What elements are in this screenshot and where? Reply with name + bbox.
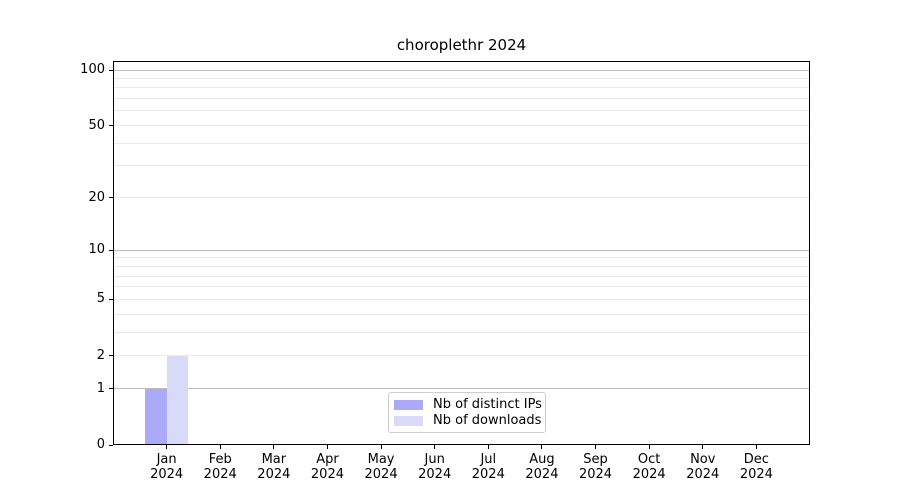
x-tick-mark [219,445,221,449]
legend-swatch-downloads [394,415,423,426]
x-tick-label: Dec 2024 [724,452,788,482]
x-tick-year: 2024 [525,467,559,482]
x-tick-label: Jan 2024 [135,452,199,482]
y-gridline-major [114,388,809,390]
x-tick-year: 2024 [257,467,291,482]
x-tick-month: Dec [743,452,769,467]
x-tick-month: May [367,452,395,467]
x-tick-label: Feb 2024 [188,452,252,482]
x-tick-mark [380,445,382,449]
y-tick-label: 1 [96,380,105,396]
x-tick-mark [541,445,543,449]
y-gridline-minor [114,298,809,300]
bar-distinct-ips [145,388,167,444]
y-tick-label: 2 [96,347,105,363]
y-gridline-minor [114,125,809,127]
y-tick-label: 50 [88,117,105,133]
y-gridline-major [114,249,809,251]
x-tick-month: Oct [637,452,661,467]
y-tick-mark [109,388,113,390]
x-tick-mark [702,445,704,449]
x-tick-month: Feb [208,452,232,467]
x-tick-year: 2024 [739,467,773,482]
x-tick-year: 2024 [418,467,452,482]
plot-area [113,61,810,445]
x-tick-year: 2024 [150,467,184,482]
x-tick-year: 2024 [686,467,720,482]
y-gridline-minor [114,110,809,112]
x-tick-year: 2024 [310,467,344,482]
x-tick-label: Oct 2024 [617,452,681,482]
x-tick-month: Apr [316,452,339,467]
x-tick-mark [326,445,328,449]
legend-label-downloads: Nb of downloads [433,413,542,428]
bar-downloads [166,355,189,444]
x-tick-month: Mar [261,452,287,467]
y-gridline-minor [114,98,809,100]
y-gridline-minor [114,197,809,199]
x-tick-label: May 2024 [349,452,413,482]
y-tick-mark [109,444,113,446]
x-tick-mark [273,445,275,449]
y-gridline-minor [114,257,809,259]
y-gridline-minor [114,286,809,288]
y-tick-label: 5 [96,291,105,307]
x-tick-mark [166,445,168,449]
y-tick-label: 10 [88,242,105,258]
x-tick-label: Apr 2024 [295,452,359,482]
y-tick-label: 20 [88,189,105,205]
y-tick-mark [109,125,113,127]
x-tick-year: 2024 [364,467,398,482]
y-gridline-minor [114,355,809,357]
legend-label-distinct-ips: Nb of distinct IPs [433,397,542,412]
x-tick-label: Aug 2024 [510,452,574,482]
y-gridline-major [114,69,809,71]
x-tick-year: 2024 [471,467,505,482]
x-tick-month: Jan [156,452,177,467]
y-tick-label: 100 [80,62,105,77]
x-tick-month: Aug [529,452,555,467]
y-gridline-minor [114,265,809,267]
y-tick-mark [109,249,113,251]
x-tick-year: 2024 [578,467,613,482]
legend-item-distinct-ips: Nb of distinct IPs [394,398,545,411]
x-tick-year: 2024 [632,467,666,482]
y-tick-mark [109,355,113,357]
x-tick-month: Jul [480,452,497,467]
y-gridline-minor [114,77,809,79]
y-gridline-minor [114,165,809,167]
x-tick-mark [755,445,757,449]
x-tick-mark [434,445,436,449]
x-tick-label: Mar 2024 [242,452,306,482]
x-tick-month: Nov [690,452,716,467]
x-tick-label: Jul 2024 [456,452,520,482]
x-tick-label: Nov 2024 [671,452,735,482]
y-gridline-minor [114,87,809,89]
x-tick-mark [595,445,597,449]
y-tick-mark [109,69,113,71]
x-tick-label: Sep 2024 [564,452,628,482]
y-tick-label: 0 [96,437,105,452]
x-tick-mark [487,445,489,449]
y-tick-mark [109,197,113,199]
x-tick-mark [648,445,650,449]
x-tick-label: Jun 2024 [403,452,467,482]
y-gridline-minor [114,142,809,144]
x-tick-month: Sep [583,452,608,467]
x-tick-year: 2024 [203,467,237,482]
y-gridline-minor [114,313,809,315]
y-gridline-minor [114,331,809,333]
chart-title: choroplethr 2024 [396,36,527,54]
x-tick-month: Jun [424,452,445,467]
y-tick-mark [109,298,113,300]
legend-item-downloads: Nb of downloads [394,414,545,427]
legend: Nb of distinct IPs Nb of downloads [388,392,546,433]
y-gridline-minor [114,275,809,277]
legend-swatch-distinct-ips [394,399,423,410]
